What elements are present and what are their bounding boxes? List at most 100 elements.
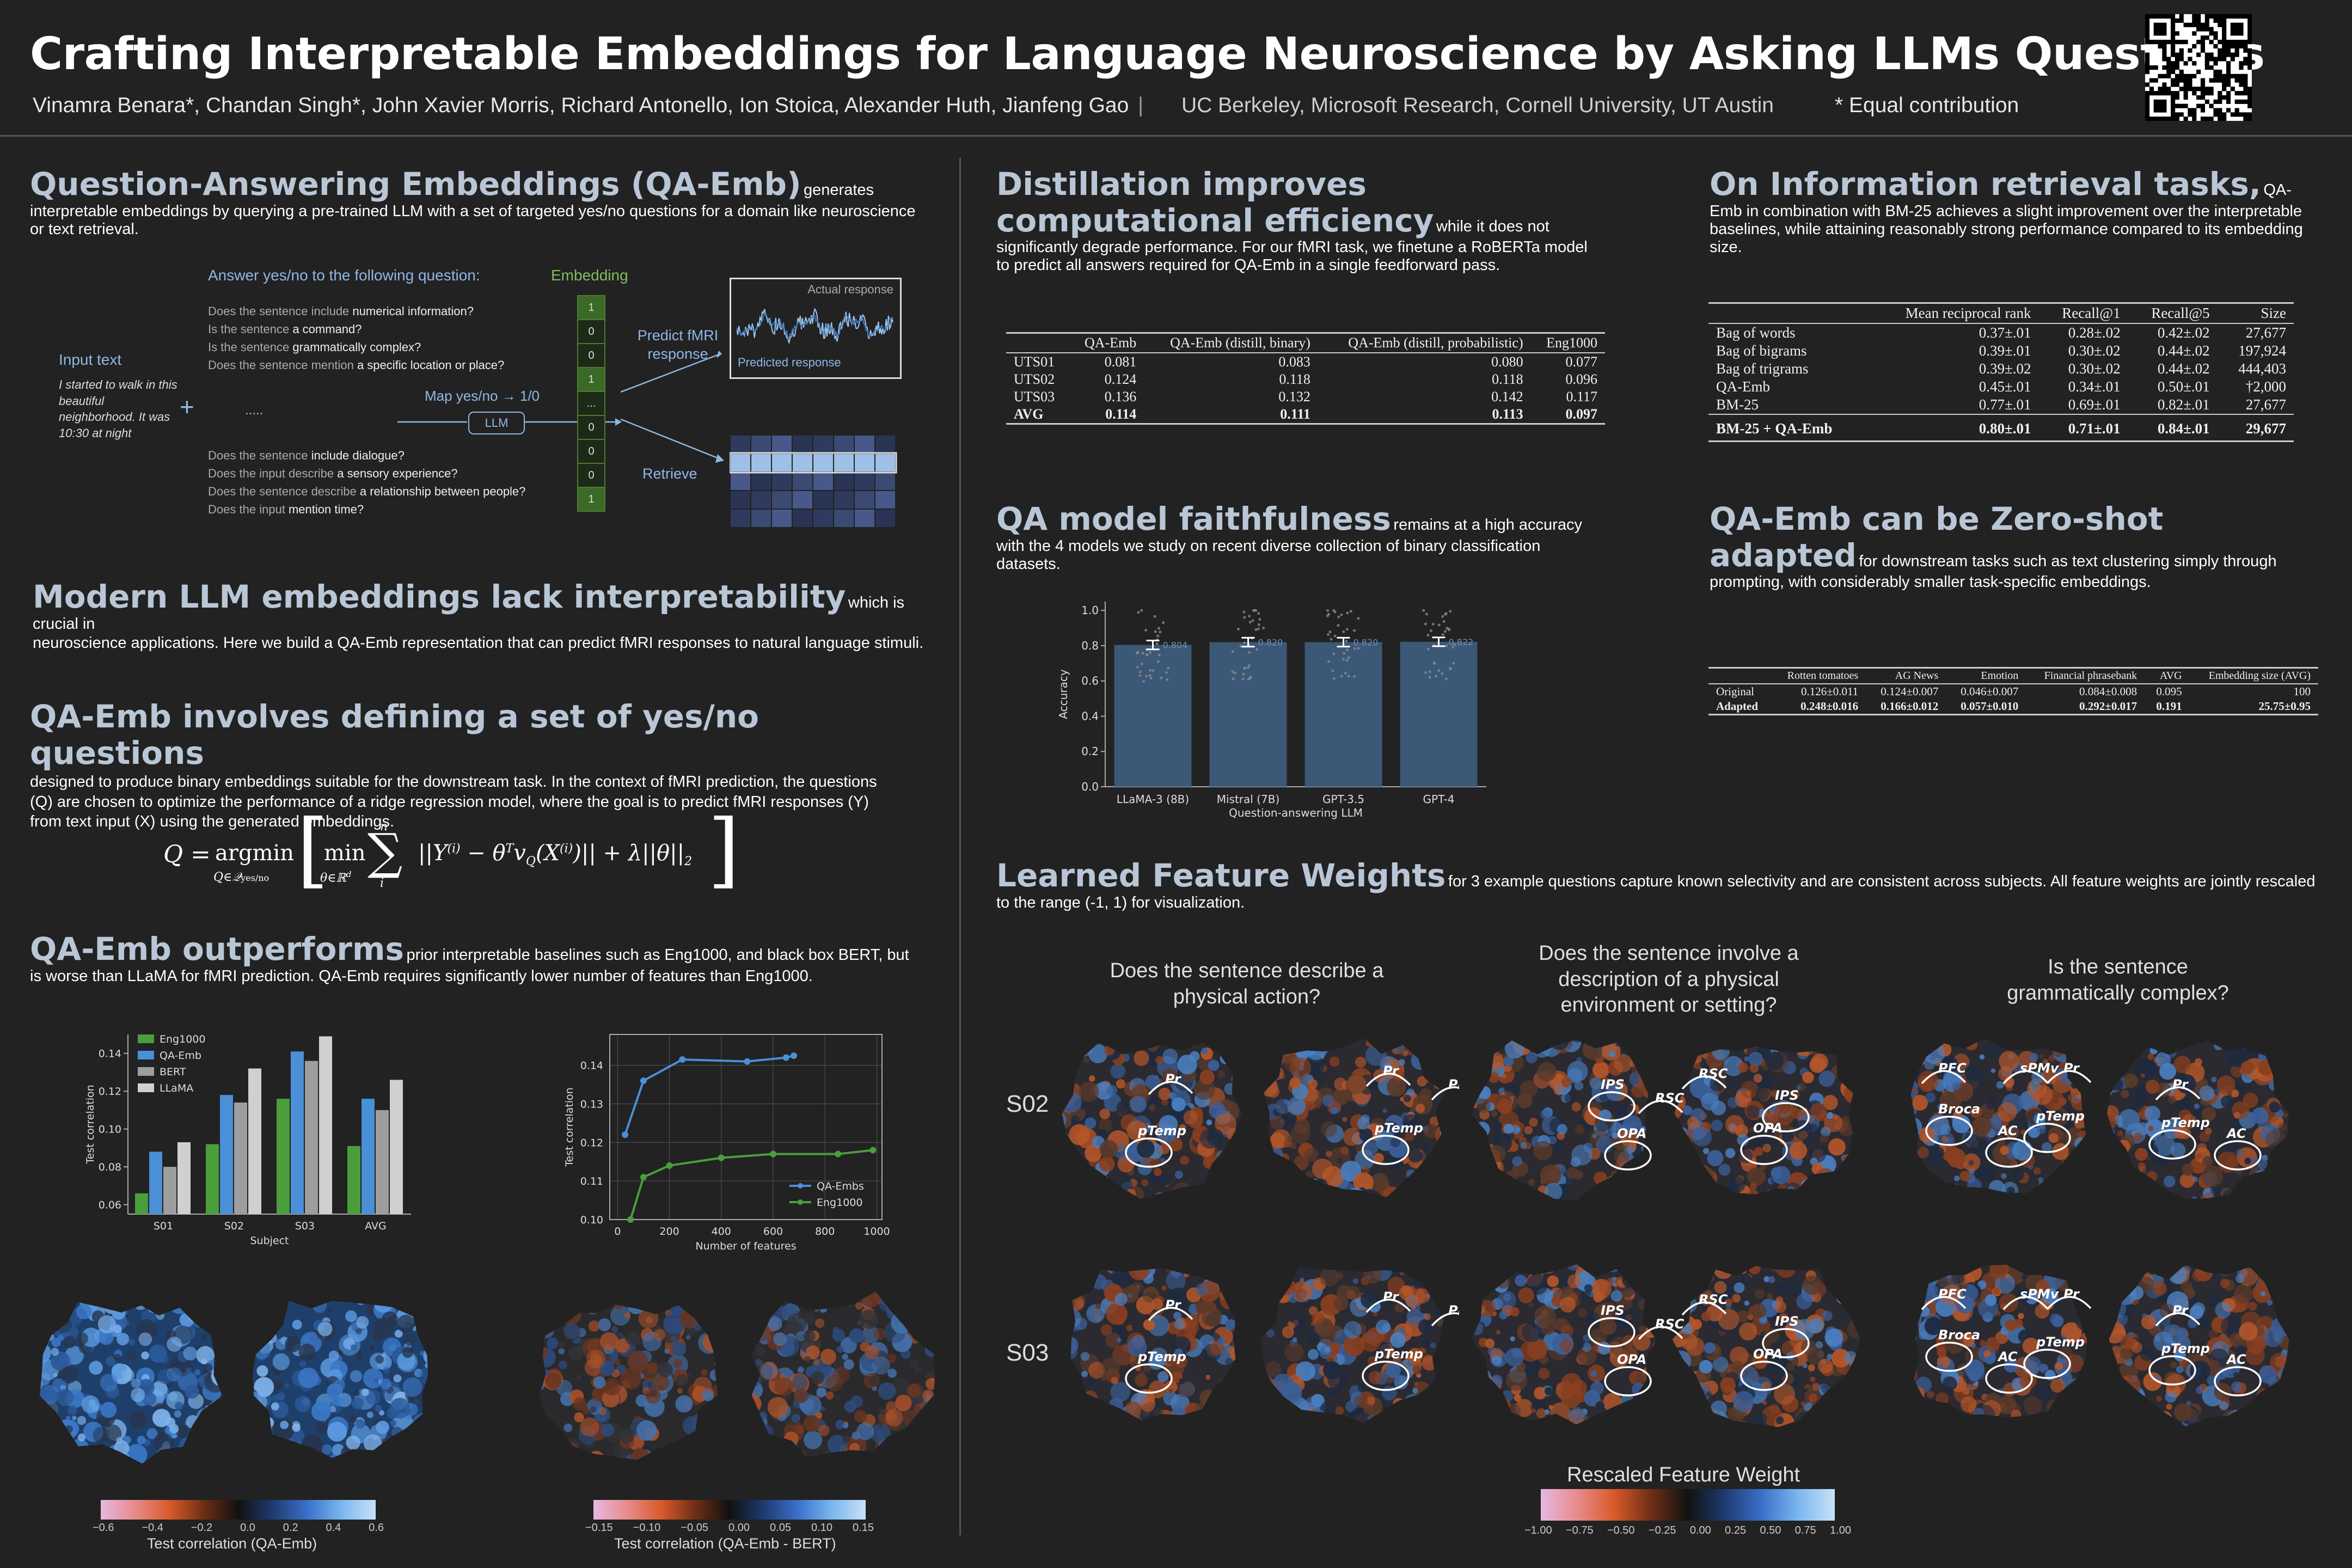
flatmap-left-hemisphere — [1070, 1268, 1236, 1420]
feature-colorbar-label: Rescaled Feature Weight — [1567, 1463, 1800, 1486]
colorbar-tick-label: −0.05 — [681, 1522, 708, 1534]
roi-boundary — [1921, 1296, 1967, 1310]
table-row: Original 0.126±0.011 0.124±0.007 0.046±0.00… — [1708, 684, 2318, 699]
roi-outline — [1125, 1363, 1173, 1394]
faith-dataset-point — [1426, 647, 1430, 651]
table-cell: 0.084±0.008 — [2079, 685, 2137, 698]
bar-LLaMA-S01 — [177, 1142, 191, 1214]
table-cell: 0.44±.02 — [2157, 360, 2210, 377]
colorbar-tick-label: −0.75 — [1565, 1524, 1594, 1536]
retrieval-doc-cell — [813, 436, 833, 453]
table-cell: 25.75±0.95 — [2258, 700, 2311, 713]
bar-chart-xtick-label: S01 — [154, 1220, 173, 1232]
faith-dataset-point — [1452, 661, 1455, 665]
bar-chart-legend-label: Eng1000 — [160, 1033, 205, 1045]
roi-label-pTemp: pTemp — [2161, 1341, 2210, 1356]
line-point-Eng1000 — [770, 1150, 776, 1157]
line-chart-legend-label: QA-Embs — [817, 1180, 864, 1192]
faith-dataset-point — [1333, 634, 1337, 638]
subject-label-s03: S03 — [1006, 1339, 1049, 1366]
faith-dataset-point — [1149, 651, 1152, 654]
faith-xtick-label: GPT-4 — [1423, 793, 1455, 806]
faith-dataset-point — [1342, 630, 1345, 633]
poster-title: Crafting Interpretable Embeddings for La… — [30, 28, 2265, 80]
faith-dataset-point — [1347, 656, 1350, 659]
table-row: Adapted 0.248±0.016 0.166±0.012 0.057±0.010… — [1708, 699, 2318, 715]
table-cell: AVG — [1014, 406, 1044, 422]
table-cell: 0.124±0.007 — [1881, 685, 1939, 698]
faith-dataset-point — [1159, 630, 1162, 634]
flatmap-left-hemisphere — [1062, 1042, 1242, 1199]
faith-dataset-point — [1449, 667, 1452, 670]
bar-Eng1000-AVG — [347, 1146, 360, 1214]
faith-dataset-point — [1332, 652, 1336, 656]
faith-dataset-point — [1141, 652, 1144, 655]
roi-boundary — [1638, 1326, 1683, 1340]
line-series-QA-Embs — [624, 1055, 794, 1135]
faith-dataset-point — [1357, 647, 1360, 650]
table-cell: 0.248±0.016 — [1800, 700, 1859, 713]
roi-label-Pr: Pr — [2172, 1077, 2189, 1092]
section-qa-emb: Question-Answering Embeddings (QA-Emb) g… — [30, 166, 923, 238]
section-title-distill: Distillation improves computational effi… — [996, 166, 1434, 239]
faith-dataset-point — [1247, 664, 1251, 667]
faith-dataset-point — [1155, 642, 1159, 646]
faith-dataset-point — [1156, 634, 1160, 638]
table-cell: 0.45±.01 — [1979, 378, 2031, 395]
section-title-zeroshot: QA-Emb can be Zero-shot adapted — [1710, 500, 2164, 574]
bar-chart-ytick-label: 0.12 — [99, 1086, 121, 1098]
roi-outline — [1740, 1361, 1788, 1391]
line-point-QA-Embs — [679, 1056, 686, 1063]
faith-dataset-point — [1437, 623, 1441, 627]
line-chart-ytick-label: 0.12 — [580, 1137, 603, 1149]
feature-question-1: Does the sentence describe a physical ac… — [1110, 959, 1384, 1008]
faith-dataset-point — [1353, 647, 1356, 651]
table-cell: 0.191 — [2156, 700, 2182, 713]
section-text-qa-emb: generates interpretable embeddings by qu… — [30, 181, 916, 238]
retrieval-doc-cell — [751, 510, 771, 527]
table-row: Bag of bigrams 0.39±.01 0.30±.02 0.44±.02 19… — [1708, 342, 2294, 360]
roi-label-Pr: Pr — [2063, 1287, 2080, 1302]
qr-code[interactable] — [2145, 14, 2252, 121]
brain-left-hemisphere — [39, 1302, 223, 1464]
faith-chart-ylabel: Accuracy — [1057, 669, 1070, 719]
bar-BERT-S01 — [163, 1167, 176, 1214]
faith-dataset-point — [1249, 675, 1252, 678]
questions-bottom-list: Does the sentence include dialogue? Does … — [208, 446, 525, 518]
section-text-zeroshot: for downstream tasks such as text cluste… — [1710, 552, 2277, 591]
roi-boundary — [1681, 1075, 1727, 1090]
colorbar-tick-label: 0.2 — [283, 1522, 298, 1534]
table-cell: 444,403 — [2238, 360, 2286, 377]
faith-dataset-point — [1343, 652, 1346, 655]
flatmap-right-hemisphere — [1672, 1266, 1860, 1428]
table-header-cell: Size — [2261, 305, 2287, 321]
section-title-features: Learned Feature Weights — [996, 857, 1446, 894]
faith-dataset-point — [1432, 661, 1436, 664]
faith-dataset-point — [1231, 670, 1234, 673]
faith-dataset-point — [1152, 669, 1155, 672]
author-list: Vinamra Benara*, Chandan Singh*, John Xa… — [33, 94, 1129, 117]
faith-dataset-point — [1453, 643, 1456, 646]
retrieval-doc-cell — [834, 491, 854, 509]
faith-dataset-point — [1437, 669, 1441, 672]
faith-dataset-point — [1257, 612, 1260, 615]
faith-dataset-point — [1144, 628, 1148, 632]
table-header-row: Rotten tomatoes AG News Emotion Financial p… — [1708, 667, 2318, 684]
roi-label-Pr: Pr — [1383, 1063, 1400, 1079]
question-focus: a sensory experience? — [337, 467, 458, 480]
faith-dataset-point — [1140, 662, 1143, 665]
roi-outline — [2214, 1366, 2262, 1396]
faith-dataset-point — [1149, 669, 1152, 672]
line-point-QA-Embs — [782, 1054, 789, 1061]
roi-boundary — [1638, 1100, 1683, 1114]
table-cell: 0.118 — [1279, 371, 1310, 387]
roi-label-OPA: OPA — [1617, 1126, 1646, 1141]
question-focus: mention time? — [288, 503, 364, 516]
affiliations: UC Berkeley, Microsoft Research, Cornell… — [1181, 94, 1774, 117]
bar-chart-legend-swatch — [138, 1067, 154, 1076]
roi-outline — [2023, 1123, 2071, 1153]
retrieval-doc-cell — [834, 454, 854, 471]
flatmap-right-hemisphere — [1674, 1046, 1853, 1195]
table-header-cell: Mean reciprocal rank — [1905, 305, 2031, 321]
bar-chart-legend-label: BERT — [160, 1066, 186, 1078]
